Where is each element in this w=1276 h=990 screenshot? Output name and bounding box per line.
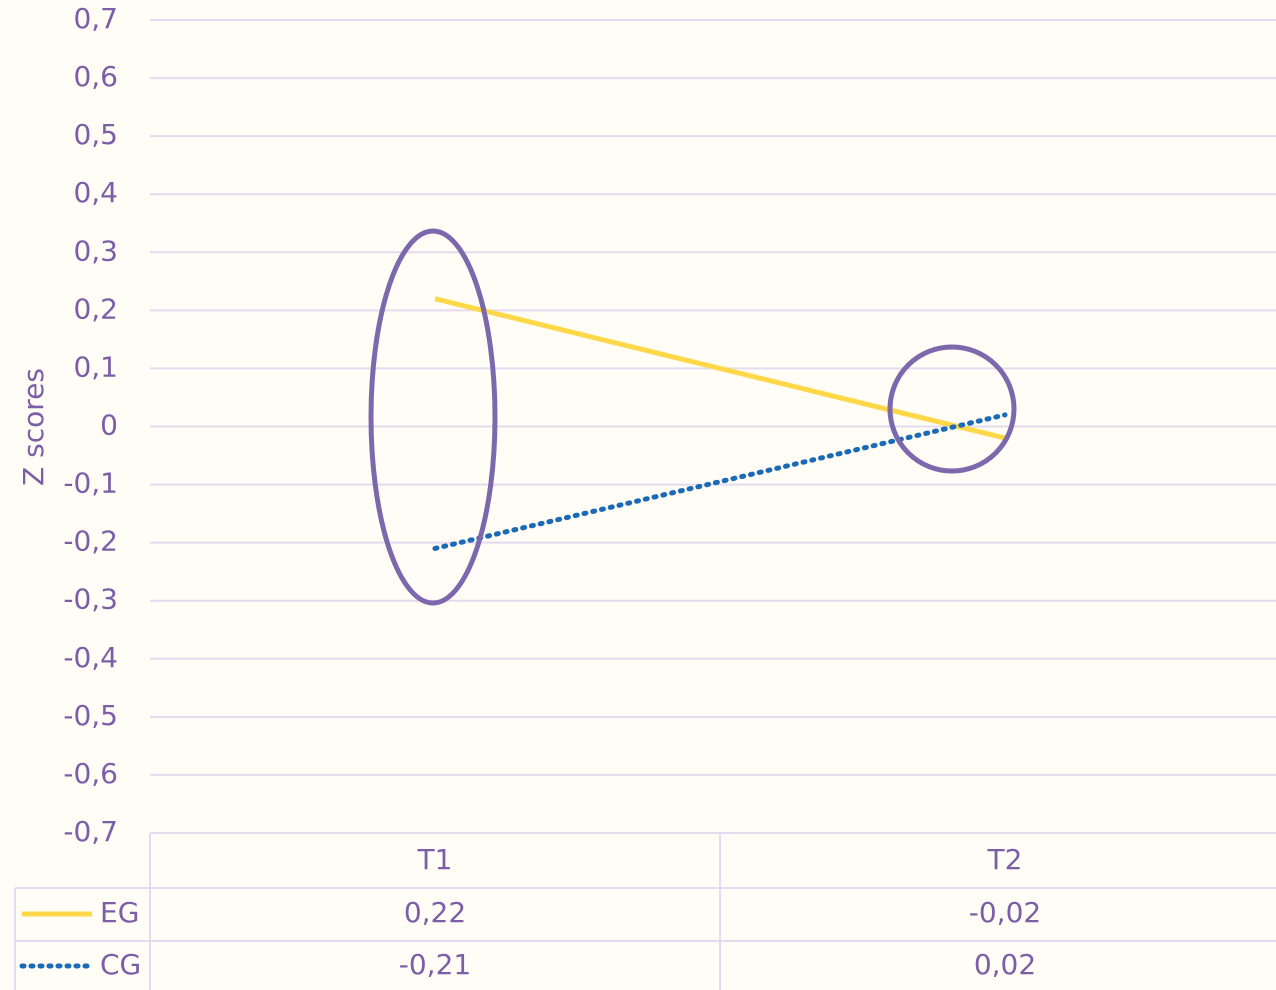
- y-tick-label: -0,2: [63, 525, 118, 558]
- y-tick-label: 0,4: [73, 176, 118, 209]
- y-axis-title: Z scores: [17, 368, 50, 486]
- y-tick-label: -0,4: [63, 641, 118, 674]
- y-tick-label: 0,1: [73, 350, 118, 383]
- y-tick-label: -0,3: [63, 583, 118, 616]
- legend-label: EG: [100, 896, 139, 929]
- y-tick-label: 0,5: [73, 118, 118, 151]
- y-tick-label: 0,3: [73, 234, 118, 267]
- legend-label: CG: [100, 948, 141, 981]
- highlight-circle: [887, 344, 1017, 474]
- table-value: -0,21: [399, 948, 471, 981]
- table-value: 0,02: [974, 948, 1036, 981]
- y-tick-label: 0: [100, 409, 118, 442]
- y-tick-label: 0,2: [73, 292, 118, 325]
- table-value: 0,22: [404, 896, 466, 929]
- highlight-ellipse: [368, 228, 498, 606]
- series-line: [434, 296, 1006, 441]
- y-tick-label: 0,7: [73, 2, 118, 35]
- x-tick-label: T2: [987, 843, 1023, 876]
- x-tick-label: T1: [417, 843, 453, 876]
- y-tick-label: -0,6: [63, 757, 118, 790]
- y-tick-label: -0,5: [63, 699, 118, 732]
- series-line: [432, 412, 1008, 551]
- y-tick-label: 0,6: [73, 60, 118, 93]
- table-value: -0,02: [969, 896, 1041, 929]
- y-tick-label: -0,7: [63, 815, 118, 848]
- y-tick-label: -0,1: [63, 467, 118, 500]
